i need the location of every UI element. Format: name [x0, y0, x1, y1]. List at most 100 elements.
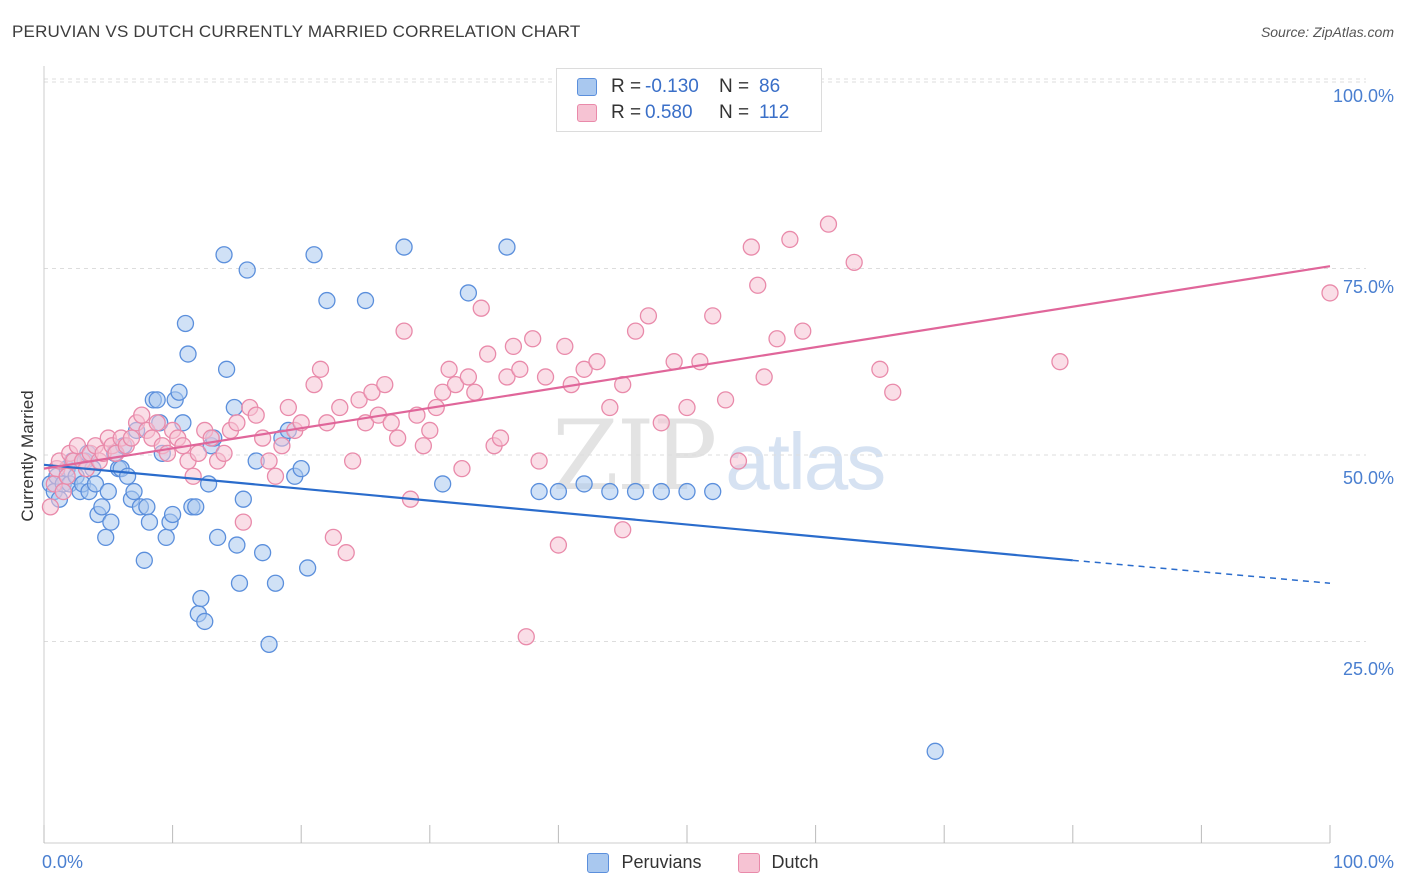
dutch-point	[755, 368, 773, 386]
dutch-point	[491, 429, 510, 447]
peruvians-point	[179, 345, 197, 363]
dutch-point	[324, 528, 343, 547]
dutch-point	[388, 429, 407, 447]
dutch-point	[614, 521, 632, 539]
dutch-point	[350, 391, 368, 409]
dutch-point	[530, 452, 548, 470]
peruvians-point	[601, 482, 619, 501]
dutch-point	[273, 437, 291, 455]
peruvians-point	[260, 635, 278, 654]
peruvians-point	[305, 246, 323, 264]
dutch-point	[260, 452, 278, 470]
dutch-point	[228, 414, 246, 432]
series-legend-dutch[interactable]: Dutch	[737, 852, 819, 873]
dutch-point	[148, 414, 166, 432]
legend-swatch-pink	[577, 104, 597, 122]
dutch-point	[472, 299, 490, 317]
legend-r-value: 0.580	[645, 102, 693, 123]
correlation-legend: R = -0.130 N = 86 R = 0.580 N = 112	[556, 68, 822, 132]
dutch-swatch	[737, 852, 760, 873]
dutch-point	[845, 253, 863, 272]
peruvians-point	[356, 291, 375, 310]
dutch-point	[189, 444, 207, 463]
dutch-point	[440, 360, 458, 378]
peruvians-point	[176, 314, 195, 333]
dutch-point	[41, 498, 60, 516]
peruvians-point	[575, 475, 593, 493]
dutch-point	[343, 452, 362, 470]
dutch-point	[279, 398, 297, 417]
watermark-atlas: atlas	[725, 417, 886, 506]
peruvians-point	[704, 482, 722, 501]
peruvians-point	[208, 528, 227, 547]
dutch-point	[376, 375, 394, 394]
dutch-point	[749, 276, 767, 294]
dutch-point	[1321, 284, 1339, 302]
series-legend: Peruvians Dutch	[0, 852, 1406, 873]
dutch-label: Dutch	[771, 852, 819, 872]
dutch-point	[588, 353, 606, 371]
legend-n-value: 86	[759, 76, 781, 97]
peruvians-point	[678, 482, 696, 501]
peruvians-point	[102, 513, 120, 531]
dutch-point	[133, 406, 151, 424]
dutch-point	[1051, 353, 1069, 371]
dutch-point	[504, 337, 523, 356]
dutch-point	[382, 414, 400, 432]
dutch-point	[459, 368, 478, 386]
peruvians-point	[530, 482, 548, 501]
x-min-label: 0.0%	[42, 852, 84, 872]
dutch-point	[331, 398, 349, 417]
y-tick-50: 50.0%	[1342, 468, 1394, 488]
legend-row-peruvians: R = -0.130 N = 86	[577, 74, 780, 100]
peruvians-point	[926, 742, 944, 760]
dutch-point	[665, 353, 683, 371]
dutch-point	[434, 383, 452, 401]
dutch-trend-line	[43, 265, 1331, 470]
peruvians-point	[170, 383, 188, 401]
peruvians-point	[318, 291, 336, 310]
dutch-point	[742, 238, 760, 256]
legend-row-dutch: R = 0.580 N = 112	[577, 100, 789, 126]
dutch-point	[305, 375, 323, 394]
y-tick-75: 75.0%	[1342, 277, 1394, 297]
legend-r-label: R =	[611, 76, 642, 97]
dutch-point	[704, 307, 722, 325]
peruvians-point	[498, 238, 516, 256]
dutch-point	[68, 437, 87, 455]
dutch-point	[247, 406, 265, 424]
peruvians-point	[140, 513, 159, 531]
peruvians-point	[652, 482, 670, 501]
dutch-point	[524, 330, 542, 348]
dutch-point	[871, 360, 889, 378]
dutch-point	[601, 398, 619, 417]
peruvians-point	[228, 536, 246, 554]
peruvians-trend-line	[43, 463, 1073, 562]
dutch-point	[215, 444, 233, 463]
peruvians-point	[395, 238, 413, 256]
peruvians-point	[238, 261, 256, 279]
peruvians-point	[234, 490, 252, 508]
dutch-point	[421, 421, 439, 440]
dutch-point	[453, 459, 471, 478]
dutch-point	[58, 467, 76, 485]
dutch-point	[794, 322, 812, 340]
dutch-point	[363, 383, 381, 401]
dutch-point	[781, 230, 799, 249]
dutch-point	[626, 322, 645, 340]
peruvians-point	[434, 475, 452, 493]
dutch-point	[678, 398, 696, 417]
peruvians-point	[187, 498, 205, 516]
dutch-point	[768, 330, 786, 348]
peruvians-point	[148, 391, 166, 409]
dutch-point	[517, 628, 535, 646]
peruvians-point	[253, 544, 272, 562]
series-legend-peruvians[interactable]: Peruvians	[587, 852, 702, 873]
dutch-point	[466, 383, 484, 401]
peruvians-point	[163, 505, 182, 524]
peruvians-point	[138, 498, 156, 516]
source-label: Source: ZipAtlas.com	[1260, 24, 1394, 40]
peruvians-point	[459, 284, 478, 302]
dutch-point	[266, 467, 285, 485]
